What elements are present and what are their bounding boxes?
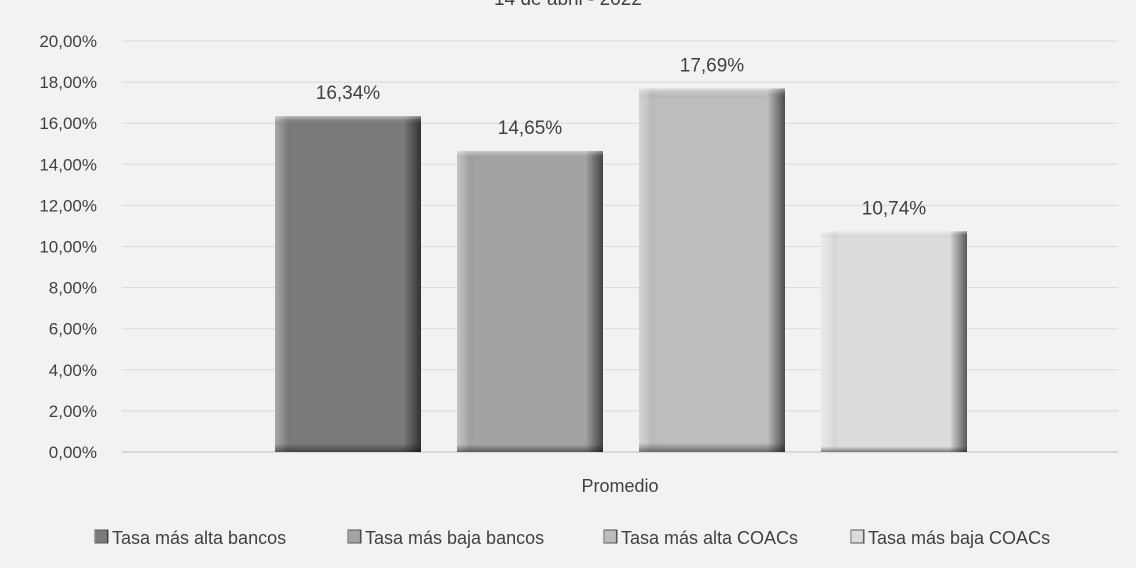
legend-label: Tasa más baja bancos bbox=[365, 528, 544, 548]
bar bbox=[639, 88, 785, 453]
y-tick-label: 20,00% bbox=[39, 32, 97, 51]
category-label: Promedio bbox=[581, 476, 658, 496]
legend-item: Tasa más baja bancos bbox=[347, 528, 544, 548]
data-label: 10,74% bbox=[862, 198, 927, 219]
bar bbox=[275, 116, 421, 452]
y-tick-label: 6,00% bbox=[49, 320, 97, 339]
x-axis: Promedio bbox=[581, 476, 658, 496]
bar-bevel-top bbox=[639, 88, 785, 453]
y-tick-label: 12,00% bbox=[39, 196, 97, 215]
y-axis: 0,00% 2,00% 4,00% 6,00% 8,00% 10,00% 12,00% 14,… bbox=[39, 32, 97, 462]
legend-swatch-bevel bbox=[348, 530, 361, 543]
y-tick-label: 16,00% bbox=[39, 114, 97, 133]
y-tick-label: 14,00% bbox=[39, 155, 97, 174]
y-tick-label: 18,00% bbox=[39, 73, 97, 92]
legend-swatch-bevel bbox=[851, 530, 864, 543]
data-label: 17,69% bbox=[680, 55, 745, 76]
bar-bevel-top bbox=[457, 150, 603, 452]
y-tick-label: 8,00% bbox=[49, 279, 97, 298]
legend-swatch-bevel bbox=[95, 530, 108, 543]
y-tick-label: 4,00% bbox=[49, 361, 97, 380]
legend-item: Tasa más baja COACs bbox=[850, 528, 1050, 548]
legend-swatch-bevel bbox=[604, 530, 617, 543]
legend: Tasa más alta bancos Tasa más baja bancos… bbox=[94, 528, 1050, 548]
gridlines bbox=[122, 40, 1118, 453]
chart-title: 14 de abril - 2022 bbox=[494, 0, 642, 10]
data-labels: 16,34% 14,65% 17,69% 10,74% bbox=[316, 55, 927, 219]
bars bbox=[275, 88, 967, 453]
legend-label: Tasa más baja COACs bbox=[868, 528, 1050, 548]
data-label: 16,34% bbox=[316, 83, 381, 104]
bar-bevel-top bbox=[821, 231, 967, 452]
legend-item: Tasa más alta COACs bbox=[603, 528, 798, 548]
bar bbox=[821, 231, 967, 452]
y-tick-label: 2,00% bbox=[49, 402, 97, 421]
data-label: 14,65% bbox=[498, 118, 563, 139]
bar-bevel-top bbox=[275, 116, 421, 452]
legend-label: Tasa más alta COACs bbox=[621, 528, 798, 548]
bar bbox=[457, 150, 603, 452]
legend-item: Tasa más alta bancos bbox=[94, 528, 286, 548]
y-tick-label: 10,00% bbox=[39, 238, 97, 257]
y-tick-label: 0,00% bbox=[49, 443, 97, 462]
legend-label: Tasa más alta bancos bbox=[112, 528, 286, 548]
